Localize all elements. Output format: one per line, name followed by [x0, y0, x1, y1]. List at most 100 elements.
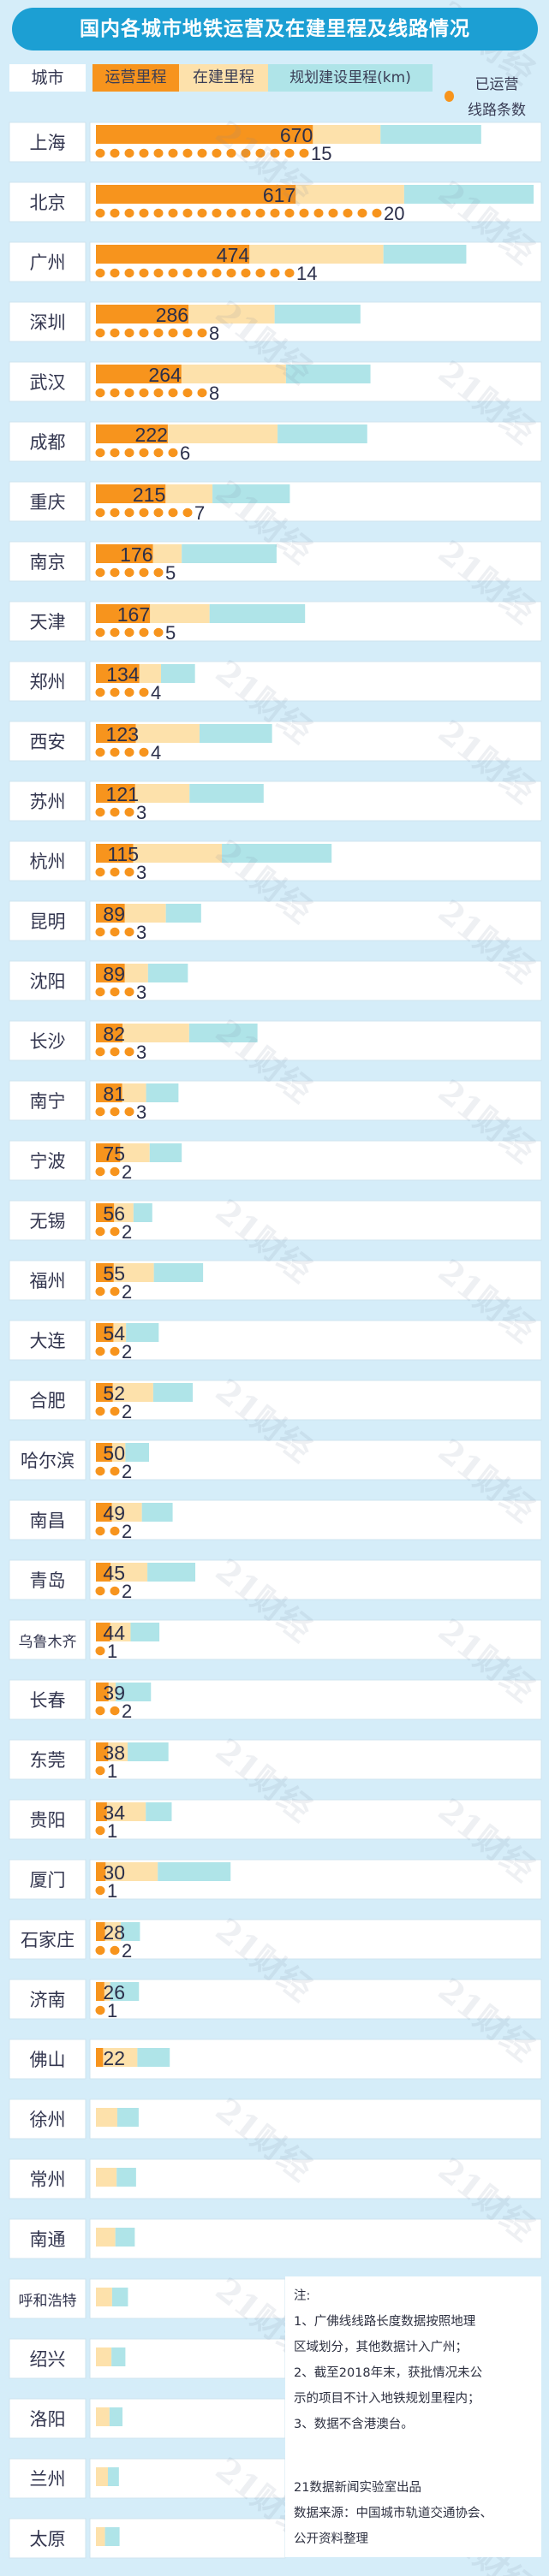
city-cell	[9, 2218, 87, 2259]
city-cell	[9, 361, 87, 402]
construction-bar	[249, 245, 384, 264]
city-label: 重庆	[30, 492, 66, 513]
city-label: 武汉	[30, 372, 66, 393]
line-count-label: 2	[122, 1521, 132, 1542]
line-dot	[95, 2005, 105, 2015]
city-cell	[9, 1260, 87, 1301]
city-cell	[9, 601, 87, 642]
line-dot	[95, 148, 105, 158]
line-dot	[299, 148, 309, 158]
construction-bar	[152, 544, 182, 563]
city-label: 济南	[30, 1990, 66, 2010]
line-dot	[284, 148, 295, 158]
line-count-label: 14	[296, 263, 317, 284]
line-dot	[124, 807, 134, 817]
construction-bar	[134, 784, 190, 803]
line-dot	[95, 268, 105, 278]
line-dot	[95, 1406, 105, 1416]
city-label: 绍兴	[30, 2349, 66, 2370]
city-label: 石家庄	[21, 1930, 75, 1950]
line-dot	[110, 687, 120, 697]
line-dot	[110, 747, 120, 757]
construction-bar	[105, 1862, 158, 1881]
bar-panel	[89, 1919, 542, 1960]
line-count-label: 2	[122, 1701, 132, 1722]
city-row: 济南 261	[9, 1979, 542, 2021]
city-cell	[9, 2458, 87, 2499]
line-dot	[139, 567, 149, 578]
construction-bar	[110, 1563, 148, 1582]
line-dot	[110, 567, 120, 578]
city-label: 沈阳	[30, 971, 66, 992]
city-label: 常州	[30, 2169, 66, 2190]
city-row: 重庆 215 7	[9, 481, 542, 524]
line-dot	[124, 208, 134, 218]
line-dot	[139, 747, 149, 757]
city-label: 哈尔滨	[21, 1451, 75, 1471]
line-dot	[95, 1226, 105, 1237]
city-cell	[9, 2158, 87, 2199]
line-dot	[139, 268, 149, 278]
operating-value-label: 54	[103, 1322, 125, 1344]
city-row: 洛阳	[9, 2398, 286, 2439]
line-dot	[95, 1586, 105, 1596]
bar-panel	[89, 1619, 542, 1660]
city-row: 南宁 81 3	[9, 1080, 542, 1123]
construction-bar	[188, 305, 275, 323]
operating-bar	[96, 904, 125, 923]
construction-bar	[113, 1263, 154, 1282]
line-dot	[343, 208, 353, 218]
line-count-label: 1	[107, 2000, 117, 2021]
line-dot	[124, 507, 134, 518]
line-dot	[139, 328, 149, 338]
city-cell	[9, 840, 87, 881]
city-cell	[9, 122, 87, 163]
operating-bar	[96, 1623, 110, 1641]
operating-bar	[96, 1742, 109, 1761]
city-row: 常州	[9, 2158, 542, 2199]
city-row: 呼和浩特	[9, 2278, 286, 2319]
planned-bar	[274, 305, 361, 323]
line-dot	[95, 208, 105, 218]
line-count-label: 2	[122, 1401, 132, 1422]
city-label: 昆明	[30, 911, 66, 932]
construction-bar	[96, 2108, 117, 2127]
planned-bar	[153, 1263, 204, 1282]
planned-bar	[116, 2168, 136, 2187]
line-dot	[124, 927, 134, 937]
planned-bar	[403, 185, 534, 204]
line-dot	[95, 1166, 105, 1177]
line-dot	[124, 627, 134, 638]
operating-value-label: 81	[103, 1083, 125, 1105]
line-dot	[95, 1466, 105, 1476]
line-dot	[255, 148, 266, 158]
line-count-label: 3	[136, 1042, 146, 1063]
line-dot	[110, 1586, 120, 1596]
city-cell	[9, 1859, 87, 1900]
line-dot	[95, 1945, 105, 1956]
note-line: 2、截至2018年末，获批情况未公	[294, 2366, 483, 2380]
line-dot	[153, 627, 164, 638]
city-row: 长沙 82 3	[9, 1020, 542, 1063]
line-count-label: 3	[136, 802, 146, 823]
city-label: 南通	[30, 2229, 66, 2250]
line-dot	[110, 148, 120, 158]
line-dot	[124, 388, 134, 398]
city-row: 大连 542	[9, 1320, 542, 1362]
line-dot	[95, 388, 105, 398]
line-count-label: 1	[107, 1880, 117, 1902]
city-label: 青岛	[30, 1570, 66, 1591]
line-dot	[95, 1766, 105, 1776]
operating-value-label: 89	[103, 903, 125, 925]
city-row: 无锡 562	[9, 1200, 542, 1243]
city-label: 徐州	[30, 2110, 66, 2130]
line-dot	[110, 927, 120, 937]
line-dot	[226, 208, 236, 218]
line-dot	[95, 1646, 105, 1656]
line-dot	[110, 507, 120, 518]
operating-bar	[96, 1024, 122, 1042]
line-dot	[95, 627, 105, 638]
construction-bar	[122, 1024, 189, 1042]
line-dot	[95, 1107, 105, 1117]
